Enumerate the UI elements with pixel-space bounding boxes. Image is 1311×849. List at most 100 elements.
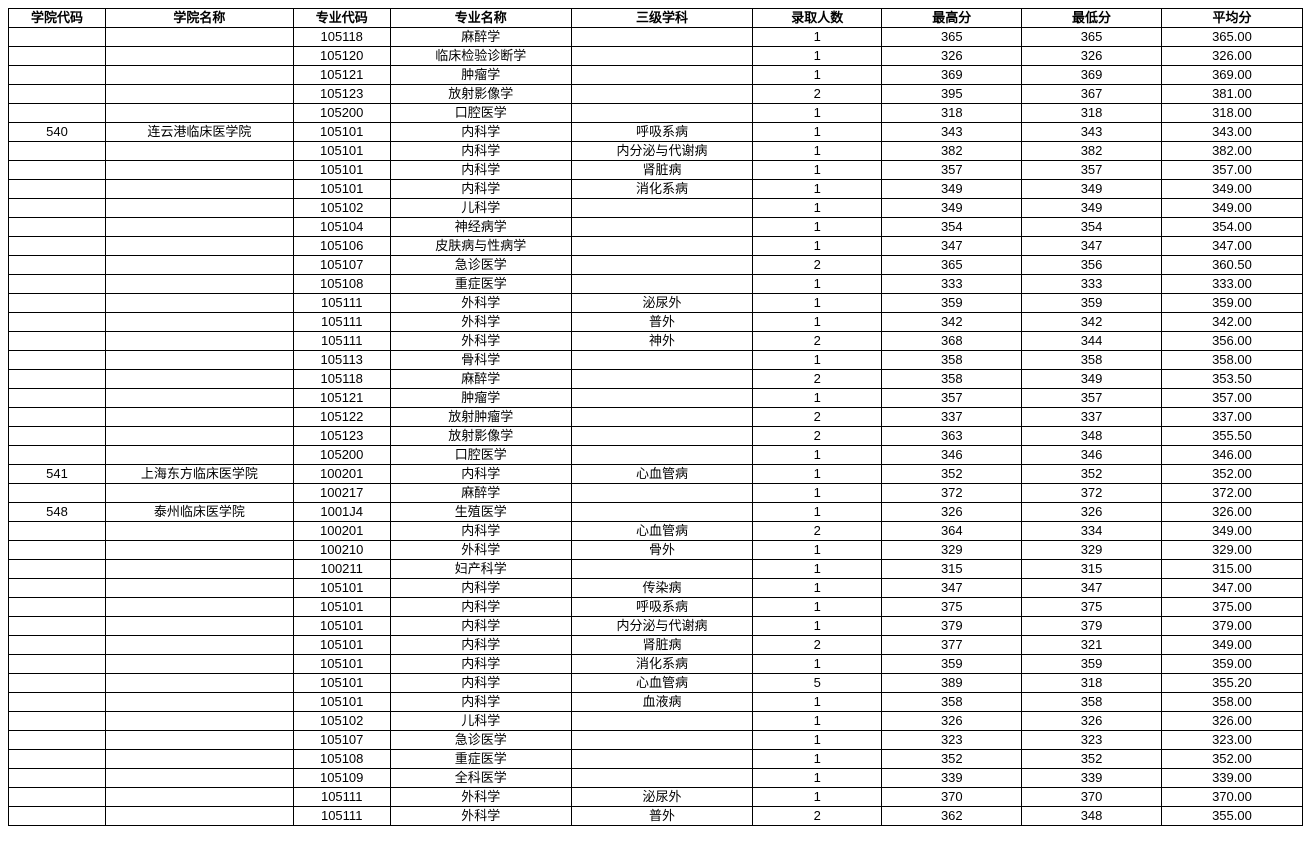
cell-admit-count: 1 (753, 750, 882, 769)
cell-avg-score: 370.00 (1161, 788, 1302, 807)
cell-min-score: 358 (1022, 351, 1162, 370)
cell-sub-discipline (571, 256, 752, 275)
cell-max-score: 358 (882, 693, 1022, 712)
cell-major-code: 105120 (293, 47, 390, 66)
table-row: 541上海东方临床医学院100201内科学心血管病1352352352.00 (9, 465, 1303, 484)
cell-max-score: 354 (882, 218, 1022, 237)
cell-sub-discipline (571, 351, 752, 370)
cell-max-score: 377 (882, 636, 1022, 655)
cell-major-code: 100210 (293, 541, 390, 560)
cell-college-name (106, 256, 294, 275)
cell-max-score: 365 (882, 28, 1022, 47)
cell-college-name (106, 332, 294, 351)
cell-min-score: 382 (1022, 142, 1162, 161)
cell-major-code: 105111 (293, 788, 390, 807)
cell-avg-score: 326.00 (1161, 503, 1302, 522)
cell-college-name (106, 104, 294, 123)
admissions-table: 学院代码 学院名称 专业代码 专业名称 三级学科 录取人数 最高分 最低分 平均… (8, 8, 1303, 826)
cell-college-name (106, 408, 294, 427)
cell-admit-count: 2 (753, 370, 882, 389)
cell-admit-count: 2 (753, 807, 882, 826)
cell-admit-count: 1 (753, 237, 882, 256)
cell-admit-count: 1 (753, 47, 882, 66)
cell-major-code: 105118 (293, 370, 390, 389)
cell-college-name (106, 560, 294, 579)
cell-major-code: 105200 (293, 446, 390, 465)
cell-college-name: 连云港临床医学院 (106, 123, 294, 142)
cell-max-score: 389 (882, 674, 1022, 693)
table-row: 105120临床检验诊断学1326326326.00 (9, 47, 1303, 66)
cell-admit-count: 2 (753, 85, 882, 104)
table-row: 105123放射影像学2363348355.50 (9, 427, 1303, 446)
cell-major-code: 105107 (293, 731, 390, 750)
table-row: 100210外科学骨外1329329329.00 (9, 541, 1303, 560)
cell-college-name (106, 351, 294, 370)
cell-avg-score: 347.00 (1161, 579, 1302, 598)
cell-avg-score: 372.00 (1161, 484, 1302, 503)
table-row: 540连云港临床医学院105101内科学呼吸系病1343343343.00 (9, 123, 1303, 142)
cell-admit-count: 1 (753, 104, 882, 123)
cell-college-code: 548 (9, 503, 106, 522)
cell-min-score: 321 (1022, 636, 1162, 655)
cell-min-score: 348 (1022, 427, 1162, 446)
cell-max-score: 323 (882, 731, 1022, 750)
cell-major-name: 口腔医学 (390, 104, 571, 123)
cell-sub-discipline (571, 199, 752, 218)
cell-college-name (106, 427, 294, 446)
cell-admit-count: 1 (753, 389, 882, 408)
cell-sub-discipline: 内分泌与代谢病 (571, 617, 752, 636)
cell-college-name: 上海东方临床医学院 (106, 465, 294, 484)
cell-sub-discipline: 骨外 (571, 541, 752, 560)
cell-major-code: 105101 (293, 636, 390, 655)
cell-major-name: 肿瘤学 (390, 66, 571, 85)
cell-college-code (9, 313, 106, 332)
cell-major-code: 105200 (293, 104, 390, 123)
cell-avg-score: 381.00 (1161, 85, 1302, 104)
cell-major-code: 105101 (293, 123, 390, 142)
cell-sub-discipline: 泌尿外 (571, 294, 752, 313)
cell-admit-count: 2 (753, 408, 882, 427)
cell-major-name: 临床检验诊断学 (390, 47, 571, 66)
cell-min-score: 352 (1022, 465, 1162, 484)
col-header-max-score: 最高分 (882, 9, 1022, 28)
cell-min-score: 315 (1022, 560, 1162, 579)
cell-college-code (9, 256, 106, 275)
cell-college-code: 540 (9, 123, 106, 142)
col-header-avg-score: 平均分 (1161, 9, 1302, 28)
cell-major-name: 外科学 (390, 807, 571, 826)
cell-avg-score: 359.00 (1161, 655, 1302, 674)
cell-college-name (106, 294, 294, 313)
cell-sub-discipline: 消化系病 (571, 180, 752, 199)
cell-avg-score: 357.00 (1161, 161, 1302, 180)
cell-major-name: 外科学 (390, 313, 571, 332)
cell-max-score: 342 (882, 313, 1022, 332)
cell-major-name: 内科学 (390, 123, 571, 142)
cell-major-code: 105109 (293, 769, 390, 788)
table-row: 105123放射影像学2395367381.00 (9, 85, 1303, 104)
cell-max-score: 372 (882, 484, 1022, 503)
cell-min-score: 358 (1022, 693, 1162, 712)
cell-college-name (106, 617, 294, 636)
cell-major-code: 105106 (293, 237, 390, 256)
cell-major-code: 105101 (293, 180, 390, 199)
cell-major-code: 105101 (293, 161, 390, 180)
cell-major-name: 皮肤病与性病学 (390, 237, 571, 256)
cell-max-score: 375 (882, 598, 1022, 617)
cell-max-score: 359 (882, 655, 1022, 674)
table-row: 105121肿瘤学1369369369.00 (9, 66, 1303, 85)
cell-avg-score: 352.00 (1161, 465, 1302, 484)
cell-avg-score: 360.50 (1161, 256, 1302, 275)
table-row: 105101内科学肾脏病1357357357.00 (9, 161, 1303, 180)
cell-avg-score: 355.00 (1161, 807, 1302, 826)
cell-max-score: 358 (882, 351, 1022, 370)
cell-college-code (9, 351, 106, 370)
cell-max-score: 343 (882, 123, 1022, 142)
table-row: 105107急诊医学2365356360.50 (9, 256, 1303, 275)
cell-avg-score: 359.00 (1161, 294, 1302, 313)
cell-sub-discipline (571, 370, 752, 389)
cell-max-score: 326 (882, 47, 1022, 66)
cell-min-score: 379 (1022, 617, 1162, 636)
cell-college-name (106, 47, 294, 66)
cell-avg-score: 318.00 (1161, 104, 1302, 123)
cell-college-code (9, 712, 106, 731)
